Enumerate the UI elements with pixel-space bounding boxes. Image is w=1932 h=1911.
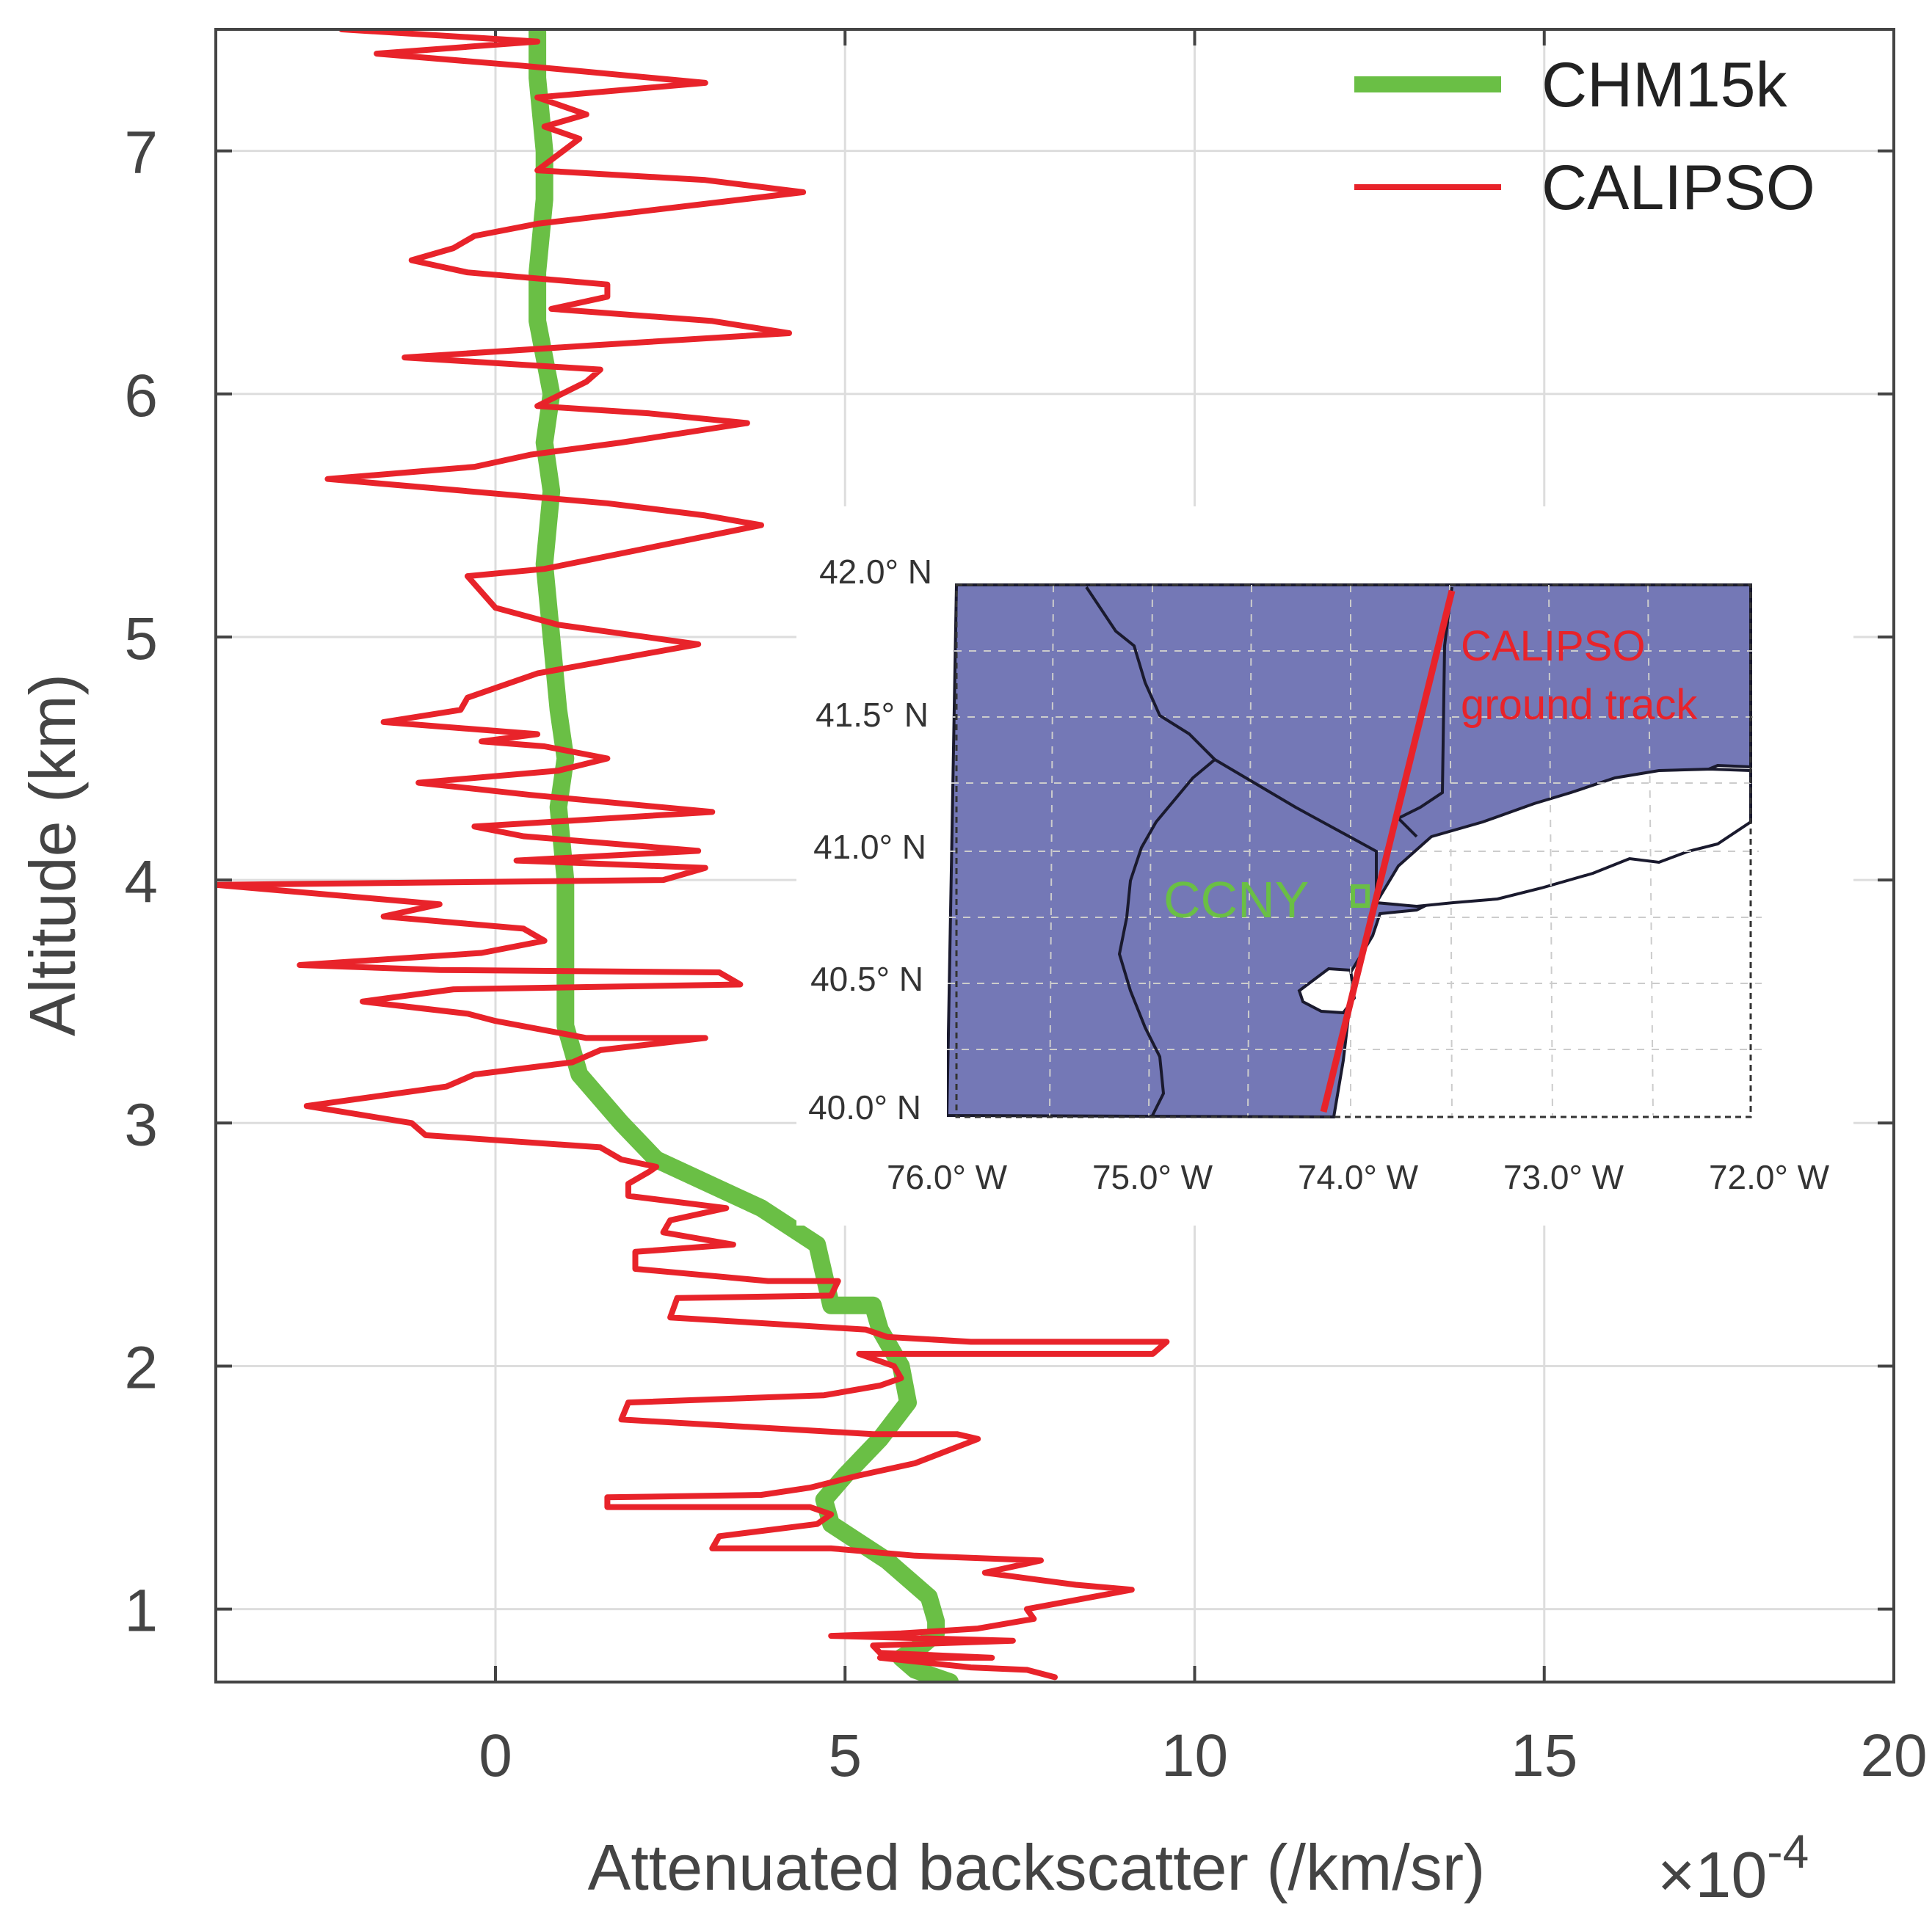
series-line-calipso [216,29,1170,1681]
calipso-ground-track [1320,589,1456,1113]
map-x-tick-label: 75.0° W [1092,1158,1213,1196]
x-axis-label: Attenuated backscatter (/km/sr) [588,1831,1486,1904]
map-y-tick-labels: 42.0° N 41.5° N 41.0° N 40.5° N 40.0° N [808,553,932,1126]
map-y-tick-label: 41.5° N [816,696,929,734]
y-tick-label: 1 [124,1578,158,1645]
y-axis-label: Altitude (km) [16,674,89,1036]
legend: CHM15k CALIPSO [1354,50,1815,223]
x-tick-label: 20 [1860,1722,1927,1789]
y-tick-labels: 1 2 3 4 5 6 7 [124,120,158,1645]
map-x-tick-label: 72.0° W [1709,1158,1830,1196]
x-tick-label: 15 [1511,1722,1577,1789]
x-tick-label: 0 [479,1722,512,1789]
series-line-chm15k [529,29,959,1682]
y-tick-label: 4 [124,848,158,915]
x-tick-label: 10 [1161,1722,1228,1789]
x-axis-exponent: ×10-4 [1657,1825,1809,1911]
y-tick-label: 3 [124,1091,158,1158]
inset-map-frame [955,583,1752,1118]
x-axis-exponent-base: ×10 [1657,1838,1767,1911]
x-tick-labels: 0 5 10 15 20 [479,1722,1927,1789]
map-x-tick-labels: 76.0° W 75.0° W 74.0° W 73.0° W 72.0° W [887,1158,1830,1196]
map-y-tick-label: 40.0° N [808,1088,921,1126]
y-tick-label: 6 [124,363,158,429]
map-x-tick-label: 73.0° W [1503,1158,1624,1196]
map-x-tick-label: 74.0° W [1298,1158,1419,1196]
y-tick-label: 2 [124,1334,158,1401]
map-y-tick-label: 41.0° N [813,828,926,866]
legend-label-chm15k: CHM15k [1541,50,1788,120]
map-gridlines [947,584,1762,1116]
calipso-track-label-line2: ground track [1461,681,1698,729]
x-tick-label: 5 [828,1722,862,1789]
map-state-border-ny-ct [1395,586,1453,838]
plot-frame [214,28,1895,1684]
map-x-tick-label: 76.0° W [887,1158,1008,1196]
map-y-tick-label: 40.5° N [810,960,923,998]
legend-label-calipso: CALIPSO [1541,153,1815,223]
map-state-border-pa-nj [1085,586,1217,1116]
y-tick-label: 5 [124,605,158,672]
calipso-track-label-line1: CALIPSO [1461,622,1645,670]
ccny-station-marker [1351,884,1370,908]
series-lines [216,29,1170,1682]
y-tick-label: 7 [124,120,158,186]
inset-map: CCNY CALIPSO ground track 76.0° W 75.0° W… [796,506,1853,1226]
map-y-tick-label: 42.0° N [819,553,932,591]
ccny-label: CCNY [1163,871,1309,928]
x-axis-exponent-power: -4 [1767,1825,1809,1878]
map-state-border-ny-nj [1213,758,1378,903]
